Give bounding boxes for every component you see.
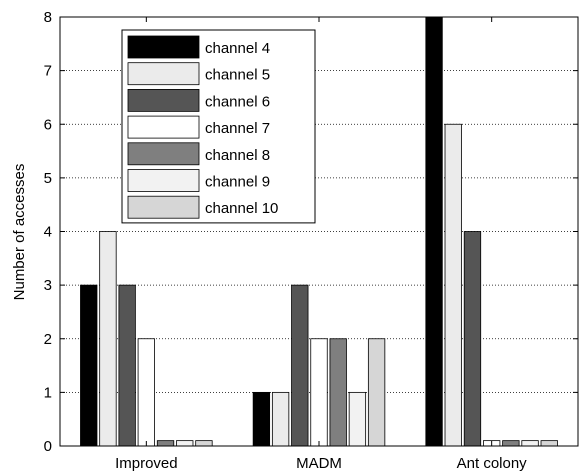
bar-madm-channel-9 [348, 391, 367, 447]
bar-ant-colony-channel-4 [425, 16, 443, 447]
x-category-label: Improved [115, 455, 178, 472]
legend-swatch [127, 142, 200, 166]
y-tick-label: 0 [44, 438, 52, 455]
bar-ant-colony-channel-5 [444, 123, 462, 447]
legend-swatch [127, 35, 200, 59]
y-tick-label: 7 [44, 63, 52, 80]
bar-improved-channel-4 [80, 284, 98, 447]
legend-swatch [127, 115, 200, 139]
legend-swatch [127, 195, 200, 219]
bar-madm-channel-7 [310, 338, 328, 447]
y-tick-label: 3 [44, 277, 52, 294]
x-category-label: MADM [296, 455, 342, 472]
y-tick-label: 8 [44, 9, 52, 26]
y-tick-labels: 0 1 2 3 4 5 6 7 8 [44, 9, 52, 455]
bar-madm-channel-10 [367, 338, 386, 447]
legend-swatch [127, 62, 200, 86]
bar-ant-colony-channel-10 [540, 440, 558, 447]
bar-ant-colony-channel-6 [463, 231, 482, 447]
y-axis-label: Number of accesses [11, 164, 28, 301]
bar-improved-channel-9 [176, 440, 194, 447]
legend-swatch [127, 89, 200, 112]
y-tick-label: 1 [44, 384, 52, 401]
bar-improved-channel-6 [118, 284, 136, 447]
bar-madm-channel-5 [271, 391, 290, 447]
bar-improved-channel-7 [137, 338, 155, 447]
axis-ticks [60, 16, 578, 447]
legend-label: channel 4 [205, 40, 270, 57]
y-tick-label: 2 [44, 331, 52, 348]
bar-improved-channel-5 [99, 231, 117, 447]
y-tick-label: 4 [44, 224, 52, 241]
x-category-label: Ant colony [457, 455, 528, 472]
bar-madm-channel-8 [329, 338, 347, 447]
legend: channel 4 channel 5 channel 6 channel 7 chan… [121, 29, 316, 224]
y-tick-label: 5 [44, 170, 52, 187]
legend-label: channel 6 [205, 93, 270, 110]
bar-improved-channel-10 [195, 440, 213, 447]
legend-label: channel 10 [205, 200, 278, 217]
bar-madm-channel-6 [291, 284, 309, 447]
bar-madm-channel-4 [252, 391, 271, 447]
bar-improved-channel-8 [156, 440, 175, 447]
bars [80, 16, 558, 447]
x-category-labels: Improved MADM Ant colony [115, 455, 527, 472]
legend-label: channel 7 [205, 120, 270, 137]
legend-label: channel 5 [205, 67, 270, 84]
legend-label: channel 9 [205, 174, 270, 191]
legend-swatch [127, 169, 200, 192]
bar-ant-colony-channel-9 [521, 440, 539, 447]
legend-label: channel 8 [205, 147, 270, 164]
y-tick-label: 6 [44, 116, 52, 133]
bar-ant-colony-channel-8 [502, 440, 520, 447]
